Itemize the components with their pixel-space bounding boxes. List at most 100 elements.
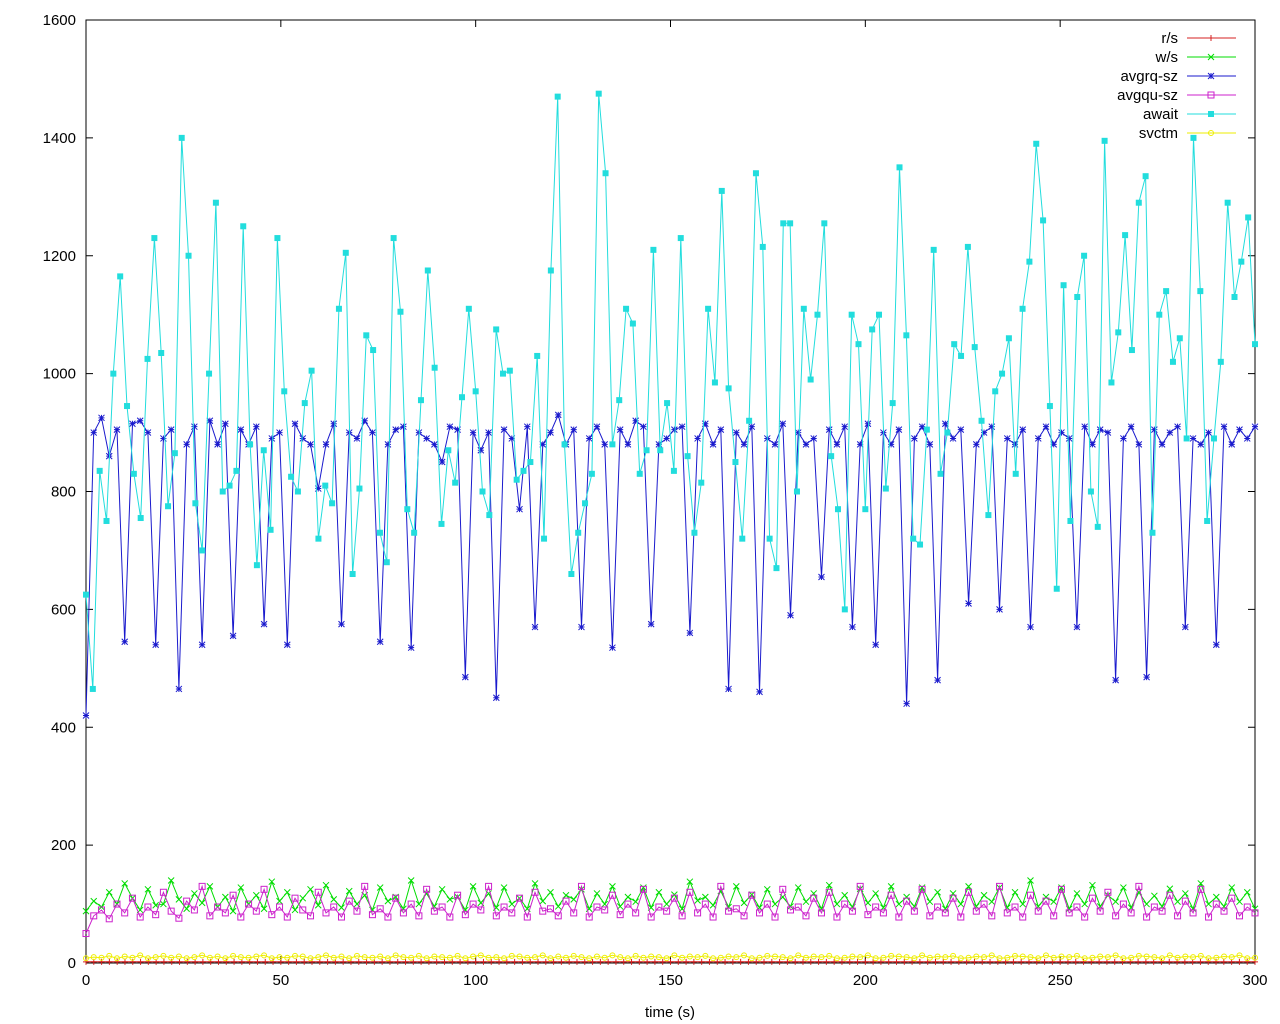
data-point [338, 620, 345, 628]
data-point [160, 435, 167, 442]
data-point [338, 904, 345, 911]
data-point [438, 520, 445, 527]
data-point [644, 958, 651, 965]
data-point [901, 958, 908, 965]
data-point [1197, 288, 1204, 295]
data-point [167, 426, 175, 433]
data-point [624, 893, 632, 901]
legend-swatch-marker [1207, 91, 1215, 99]
data-point [1190, 134, 1197, 141]
data-point [376, 529, 383, 536]
data-point [229, 907, 237, 915]
data-point [479, 488, 486, 495]
data-point [846, 958, 853, 965]
data-point [438, 903, 446, 911]
data-point [926, 912, 934, 920]
data-point [175, 953, 182, 960]
data-point [392, 952, 399, 959]
data-point [136, 913, 144, 921]
data-point [949, 894, 957, 902]
data-point [828, 453, 835, 460]
series-r-s [83, 958, 1258, 965]
data-point [384, 897, 392, 905]
data-point [1112, 898, 1120, 906]
data-point [711, 379, 718, 386]
data-point [454, 426, 461, 433]
data-point [410, 958, 417, 965]
data-point [1003, 435, 1011, 442]
data-point [848, 311, 855, 318]
data-point [1080, 958, 1087, 965]
data-point [293, 958, 300, 965]
data-point [1189, 909, 1197, 917]
data-point [330, 420, 338, 428]
data-point [1197, 440, 1205, 448]
data-point [911, 435, 918, 442]
data-point [857, 954, 864, 961]
data-point [299, 906, 307, 914]
y-tick-label: 0 [68, 955, 76, 972]
data-point [562, 891, 570, 899]
data-point [930, 246, 937, 253]
data-point [771, 913, 779, 921]
data-point [1026, 258, 1033, 265]
data-point [636, 958, 643, 965]
data-point [807, 958, 814, 965]
data-point [841, 900, 849, 908]
data-point [445, 447, 452, 454]
data-point [663, 435, 670, 442]
data-point [570, 909, 578, 917]
data-point [534, 352, 541, 359]
data-point [1120, 435, 1127, 442]
data-point [773, 565, 780, 572]
data-point [825, 888, 833, 896]
data-point [1182, 953, 1189, 960]
data-point [702, 952, 709, 959]
data-point [710, 955, 717, 962]
data-point [513, 476, 520, 483]
data-point [965, 888, 973, 896]
data-point [1205, 900, 1212, 908]
data-point [1221, 953, 1228, 960]
data-point [833, 955, 840, 962]
data-point [340, 958, 347, 965]
data-point [183, 440, 190, 448]
data-point [144, 355, 151, 362]
data-point [541, 535, 548, 542]
data-point [1243, 888, 1251, 896]
legend-label: avgrq-sz [1120, 68, 1178, 85]
data-point [353, 435, 361, 442]
data-point [706, 958, 713, 965]
data-point [407, 900, 415, 908]
data-point [872, 641, 880, 649]
data-point [288, 473, 295, 480]
legend-item: await [1143, 106, 1236, 123]
data-point [841, 954, 848, 961]
data-point [110, 370, 117, 377]
x-tick-label: 300 [1242, 972, 1267, 989]
data-point [1212, 641, 1220, 649]
data-point [815, 958, 822, 965]
data-point [128, 894, 136, 902]
data-point [531, 623, 539, 631]
data-point [485, 429, 492, 436]
data-point [632, 898, 640, 906]
data-point [500, 903, 508, 911]
data-point [999, 370, 1006, 377]
data-point [794, 884, 802, 891]
data-point [771, 440, 779, 448]
data-point [368, 911, 376, 919]
data-point [717, 426, 725, 433]
data-point [477, 446, 485, 454]
data-point [932, 958, 939, 965]
data-point [893, 958, 900, 965]
data-point [1176, 335, 1183, 342]
data-point [1228, 954, 1235, 961]
data-point [1252, 341, 1258, 348]
data-point [601, 906, 609, 914]
data-point [206, 370, 213, 377]
data-point [1073, 890, 1081, 897]
data-point [1081, 900, 1089, 908]
data-point [694, 897, 701, 904]
